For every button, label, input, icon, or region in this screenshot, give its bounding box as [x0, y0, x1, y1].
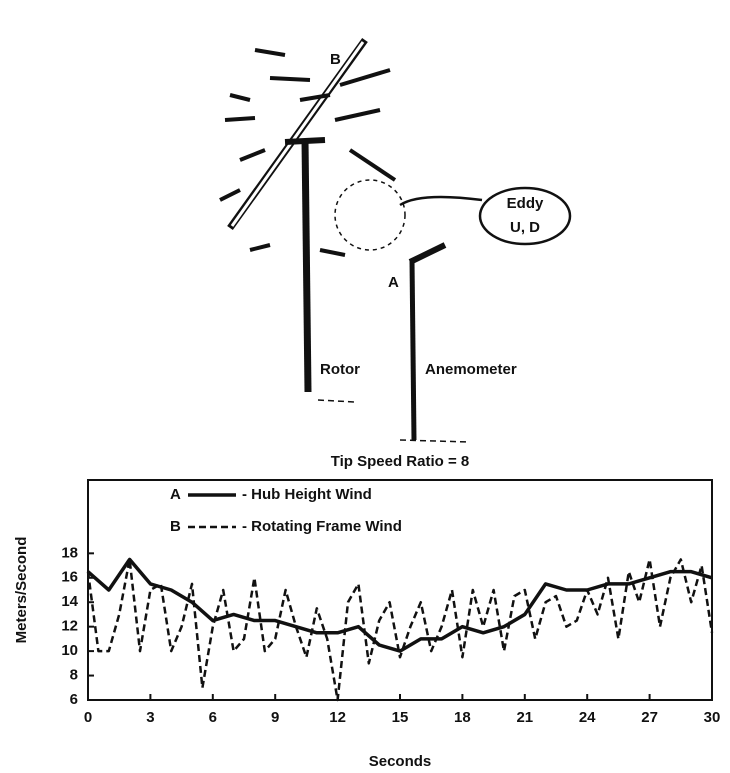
rotor-hub — [284, 137, 326, 145]
plot-frame — [87, 479, 713, 701]
anemometer-pole — [409, 259, 417, 441]
illustration — [219, 37, 572, 443]
eddy-region — [334, 179, 406, 251]
x-tick-label: 3 — [146, 709, 154, 726]
y-axis-label: Meters/Second — [13, 537, 30, 644]
legend-key: B — [170, 518, 181, 535]
y-tick-label: 10 — [61, 642, 78, 659]
data-line — [86, 558, 714, 702]
blade-label: B — [330, 51, 341, 68]
y-tick-label: 14 — [61, 593, 78, 610]
chart-title: Tip Speed Ratio = 8 — [331, 453, 470, 470]
y-tick-label: 8 — [70, 667, 78, 684]
x-tick-label: 9 — [271, 709, 279, 726]
point-label: A — [388, 274, 399, 291]
x-tick-label: 6 — [209, 709, 217, 726]
ground-line — [399, 439, 471, 443]
y-tick-label: 12 — [61, 618, 78, 635]
x-axis-label: Seconds — [369, 753, 432, 770]
x-tick-label: 0 — [84, 709, 92, 726]
x-tick-label: 12 — [329, 709, 346, 726]
x-tick-label: 18 — [454, 709, 471, 726]
rotor-label: Rotor — [320, 361, 360, 378]
legend-key: A — [170, 486, 181, 503]
anemometer-label: Anemometer — [425, 361, 517, 378]
eddy-label: Eddy — [507, 195, 544, 212]
legend-label: - Hub Height Wind — [242, 486, 372, 503]
eddy-components-label: U, D — [510, 219, 540, 236]
x-tick-label: 24 — [579, 709, 596, 726]
eddy-bubble — [478, 186, 572, 246]
anemometer-head — [408, 242, 447, 265]
x-tick-label: 27 — [641, 709, 658, 726]
y-tick-label: 16 — [61, 569, 78, 586]
x-tick-label: 15 — [392, 709, 409, 726]
ground-line — [317, 399, 356, 403]
legend-label: - Rotating Frame Wind — [242, 518, 402, 535]
eddy-connector — [399, 195, 483, 207]
y-tick-label: 6 — [70, 691, 78, 708]
x-tick-label: 30 — [704, 709, 721, 726]
turbulence-strokes — [219, 48, 397, 257]
x-tick-label: 21 — [516, 709, 533, 726]
rotor-blade-inner — [230, 41, 365, 227]
y-tick-label: 18 — [61, 544, 78, 561]
rotor-tower — [301, 139, 312, 393]
